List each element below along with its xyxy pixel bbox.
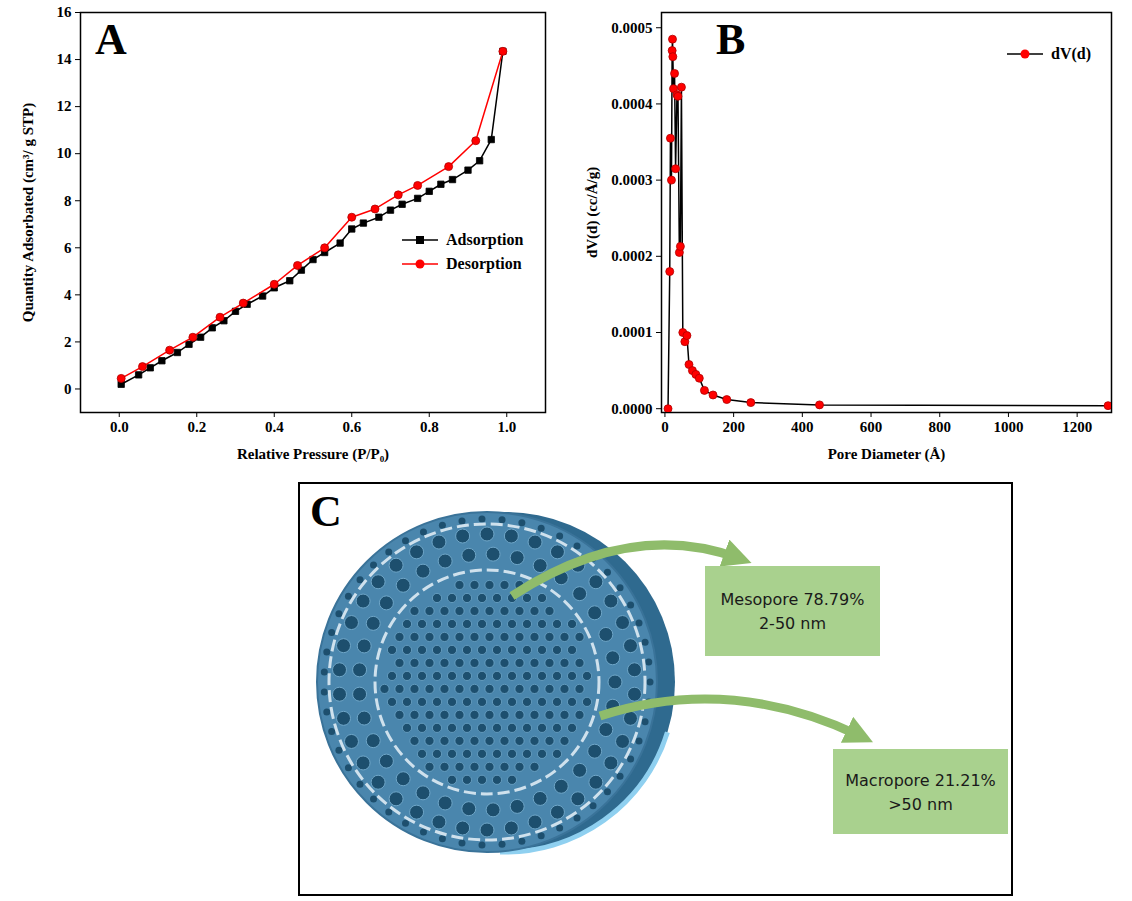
svg-text:12: 12 (57, 98, 72, 114)
svg-text:0.8: 0.8 (420, 419, 439, 435)
svg-text:4: 4 (64, 287, 72, 303)
svg-text:6: 6 (64, 240, 72, 256)
svg-text:1000: 1000 (993, 419, 1023, 435)
html-text:Adsorption: Adsorption (446, 231, 524, 248)
svg-text:Macropore 21.21%: Macropore 21.21% (845, 771, 996, 790)
html-text:A: A (95, 15, 127, 64)
svg-text:Relative Pressure (P/P₀): Relative Pressure (P/P₀) (237, 446, 389, 463)
svg-text:Mesopore 78.79%: Mesopore 78.79% (721, 590, 865, 609)
svg-text:2-50 nm: 2-50 nm (759, 614, 826, 633)
svg-text:0: 0 (661, 419, 669, 435)
svg-text:Pore Diameter (Å): Pore Diameter (Å) (828, 446, 946, 463)
svg-text:0.0001: 0.0001 (611, 324, 652, 340)
svg-text:0.0004: 0.0004 (611, 96, 653, 112)
html-text:B: B (716, 15, 746, 64)
html-text:dV(d): dV(d) (1051, 45, 1091, 62)
svg-text:0.0005: 0.0005 (611, 20, 652, 36)
svg-text:2: 2 (64, 334, 72, 350)
svg-text:0.0003: 0.0003 (611, 172, 652, 188)
svg-text:600: 600 (860, 419, 883, 435)
svg-text:dV(d) (cc/Å/g): dV(d) (cc/Å/g) (584, 167, 601, 258)
svg-text:0.2: 0.2 (187, 419, 206, 435)
svg-text:1.0: 1.0 (497, 419, 516, 435)
svg-text:0.0002: 0.0002 (611, 248, 652, 264)
svg-text:0.0: 0.0 (110, 419, 129, 435)
svg-text:1200: 1200 (1062, 419, 1092, 435)
svg-text:0.6: 0.6 (342, 419, 361, 435)
svg-text:Quantity Adsorbated (cm³/ g ST: Quantity Adsorbated (cm³/ g STP) (20, 103, 37, 323)
svg-text:800: 800 (928, 419, 951, 435)
svg-text:0: 0 (64, 381, 72, 397)
html-text:C: C (310, 487, 342, 536)
svg-text:10: 10 (57, 145, 72, 161)
svg-text:0.0000: 0.0000 (611, 400, 652, 416)
svg-text:200: 200 (722, 419, 745, 435)
svg-text:14: 14 (57, 51, 73, 67)
svg-text:0.4: 0.4 (265, 419, 284, 435)
svg-text:16: 16 (57, 4, 73, 20)
svg-text:8: 8 (64, 193, 72, 209)
svg-text:400: 400 (791, 419, 814, 435)
svg-text:>50 nm: >50 nm (888, 795, 953, 814)
html-text:Desorption: Desorption (446, 255, 522, 272)
